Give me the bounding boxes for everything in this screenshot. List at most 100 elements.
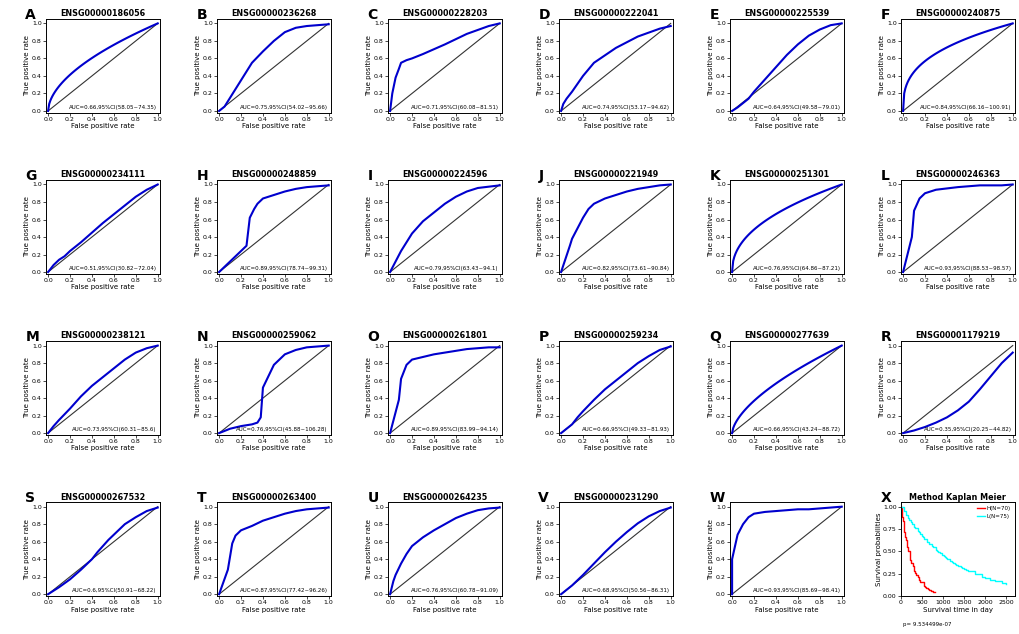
Y-axis label: True positive rate: True positive rate (366, 519, 372, 579)
Text: G: G (25, 169, 37, 183)
Title: ENSG00000228203: ENSG00000228203 (401, 10, 487, 18)
Y-axis label: True positive rate: True positive rate (537, 197, 543, 257)
X-axis label: False positive rate: False positive rate (242, 284, 306, 290)
Y-axis label: True positive rate: True positive rate (537, 358, 543, 418)
Title: ENSG00000240875: ENSG00000240875 (914, 10, 1000, 18)
Text: AUC=0.35,95%CI(20.25~44.82): AUC=0.35,95%CI(20.25~44.82) (922, 427, 1011, 432)
Y-axis label: True positive rate: True positive rate (537, 519, 543, 579)
Legend: H(N=70), L(N=75): H(N=70), L(N=75) (975, 505, 1011, 520)
X-axis label: False positive rate: False positive rate (925, 123, 988, 129)
Text: AUC=0.64,95%CI(49.58~79.01): AUC=0.64,95%CI(49.58~79.01) (752, 105, 840, 110)
Y-axis label: True positive rate: True positive rate (537, 36, 543, 96)
Text: E: E (708, 8, 718, 22)
Text: L: L (879, 169, 889, 183)
Text: T: T (197, 491, 206, 505)
Y-axis label: True positive rate: True positive rate (196, 36, 202, 96)
Title: ENSG00000277639: ENSG00000277639 (744, 332, 828, 340)
X-axis label: False positive rate: False positive rate (754, 607, 818, 612)
X-axis label: False positive rate: False positive rate (242, 123, 306, 129)
Text: AUC=0.93,95%CI(85.69~98.41): AUC=0.93,95%CI(85.69~98.41) (752, 588, 840, 593)
Text: AUC=0.66,95%CI(49.33~81.93): AUC=0.66,95%CI(49.33~81.93) (581, 427, 668, 432)
Text: I: I (367, 169, 372, 183)
X-axis label: Survival time in day: Survival time in day (922, 607, 991, 612)
Text: S: S (25, 491, 36, 505)
Text: V: V (538, 491, 548, 505)
Y-axis label: True positive rate: True positive rate (708, 519, 713, 579)
Text: N: N (197, 330, 208, 344)
Text: AUC=0.73,95%CI(60.31~85.6): AUC=0.73,95%CI(60.31~85.6) (72, 427, 156, 432)
Text: AUC=0.89,95%CI(78.74~99.31): AUC=0.89,95%CI(78.74~99.31) (239, 266, 327, 271)
X-axis label: False positive rate: False positive rate (413, 123, 476, 129)
X-axis label: False positive rate: False positive rate (584, 446, 647, 451)
Text: AUC=0.82,95%CI(73.61~90.84): AUC=0.82,95%CI(73.61~90.84) (581, 266, 668, 271)
Title: ENSG00000224596: ENSG00000224596 (401, 171, 487, 179)
Text: AUC=0.76,95%CI(45.88~106.28): AUC=0.76,95%CI(45.88~106.28) (235, 427, 327, 432)
Text: W: W (708, 491, 723, 505)
Y-axis label: True positive rate: True positive rate (878, 197, 884, 257)
Text: H: H (197, 169, 208, 183)
Title: ENSG00000238121: ENSG00000238121 (60, 332, 146, 340)
Y-axis label: Survival probabilities: Survival probabilities (874, 512, 880, 586)
Text: AUC=0.79,95%CI(63.43~94.1): AUC=0.79,95%CI(63.43~94.1) (414, 266, 498, 271)
X-axis label: False positive rate: False positive rate (71, 123, 135, 129)
Text: p= 9.534499e-07: p= 9.534499e-07 (902, 622, 951, 627)
Title: Method Kaplan Meier: Method Kaplan Meier (909, 493, 1006, 501)
X-axis label: False positive rate: False positive rate (754, 123, 818, 129)
X-axis label: False positive rate: False positive rate (584, 607, 647, 612)
X-axis label: False positive rate: False positive rate (754, 284, 818, 290)
X-axis label: False positive rate: False positive rate (242, 607, 306, 612)
Text: AUC=0.93,95%CI(88.53~98.57): AUC=0.93,95%CI(88.53~98.57) (922, 266, 1011, 271)
Y-axis label: True positive rate: True positive rate (24, 519, 31, 579)
Text: B: B (197, 8, 207, 22)
Text: P: P (538, 330, 548, 344)
X-axis label: False positive rate: False positive rate (413, 284, 476, 290)
Title: ENSG00000186056: ENSG00000186056 (60, 10, 146, 18)
Y-axis label: True positive rate: True positive rate (366, 36, 372, 96)
Text: AUC=0.68,95%CI(50.56~86.31): AUC=0.68,95%CI(50.56~86.31) (581, 588, 668, 593)
Text: U: U (367, 491, 378, 505)
X-axis label: False positive rate: False positive rate (754, 446, 818, 451)
Text: AUC=0.51,95%CI(30.82~72.04): AUC=0.51,95%CI(30.82~72.04) (68, 266, 156, 271)
Text: AUC=0.75,95%CI(54.02~95.66): AUC=0.75,95%CI(54.02~95.66) (239, 105, 327, 110)
Text: AUC=0.89,95%CI(83.99~94.14): AUC=0.89,95%CI(83.99~94.14) (410, 427, 498, 432)
Title: ENSG00000263400: ENSG00000263400 (231, 493, 316, 501)
Y-axis label: True positive rate: True positive rate (24, 197, 31, 257)
Title: ENSG00000231290: ENSG00000231290 (573, 493, 658, 501)
Text: AUC=0.6,95%CI(50.91~68.22): AUC=0.6,95%CI(50.91~68.22) (72, 588, 156, 593)
X-axis label: False positive rate: False positive rate (71, 284, 135, 290)
Y-axis label: True positive rate: True positive rate (366, 197, 372, 257)
Text: AUC=0.76,95%CI(64.86~87.21): AUC=0.76,95%CI(64.86~87.21) (752, 266, 840, 271)
Title: ENSG00000259062: ENSG00000259062 (231, 332, 316, 340)
Text: AUC=0.74,95%CI(53.17~94.62): AUC=0.74,95%CI(53.17~94.62) (581, 105, 668, 110)
X-axis label: False positive rate: False positive rate (584, 284, 647, 290)
Text: AUC=0.76,95%CI(60.78~91.09): AUC=0.76,95%CI(60.78~91.09) (410, 588, 498, 593)
X-axis label: False positive rate: False positive rate (71, 607, 135, 612)
Title: ENSG00000234111: ENSG00000234111 (60, 171, 146, 179)
X-axis label: False positive rate: False positive rate (413, 607, 476, 612)
Text: F: F (879, 8, 889, 22)
Text: Q: Q (708, 330, 720, 344)
Y-axis label: True positive rate: True positive rate (196, 358, 202, 418)
Title: ENSG00001179219: ENSG00001179219 (914, 332, 1000, 340)
Text: O: O (367, 330, 379, 344)
Title: ENSG00000259234: ENSG00000259234 (573, 332, 658, 340)
Title: ENSG00000236268: ENSG00000236268 (231, 10, 316, 18)
Title: ENSG00000248859: ENSG00000248859 (231, 171, 316, 179)
Y-axis label: True positive rate: True positive rate (708, 197, 713, 257)
Y-axis label: True positive rate: True positive rate (24, 358, 31, 418)
Text: J: J (538, 169, 543, 183)
Text: D: D (538, 8, 549, 22)
Title: ENSG00000221949: ENSG00000221949 (573, 171, 658, 179)
Text: A: A (25, 8, 36, 22)
X-axis label: False positive rate: False positive rate (413, 446, 476, 451)
Y-axis label: True positive rate: True positive rate (878, 36, 884, 96)
Title: ENSG00000267532: ENSG00000267532 (60, 493, 146, 501)
Y-axis label: True positive rate: True positive rate (196, 519, 202, 579)
Y-axis label: True positive rate: True positive rate (366, 358, 372, 418)
Y-axis label: True positive rate: True positive rate (708, 36, 713, 96)
Text: AUC=0.66,95%CI(58.05~74.35): AUC=0.66,95%CI(58.05~74.35) (68, 105, 156, 110)
X-axis label: False positive rate: False positive rate (925, 284, 988, 290)
Title: ENSG00000225539: ENSG00000225539 (744, 10, 828, 18)
Title: ENSG00000222041: ENSG00000222041 (573, 10, 658, 18)
Text: R: R (879, 330, 891, 344)
